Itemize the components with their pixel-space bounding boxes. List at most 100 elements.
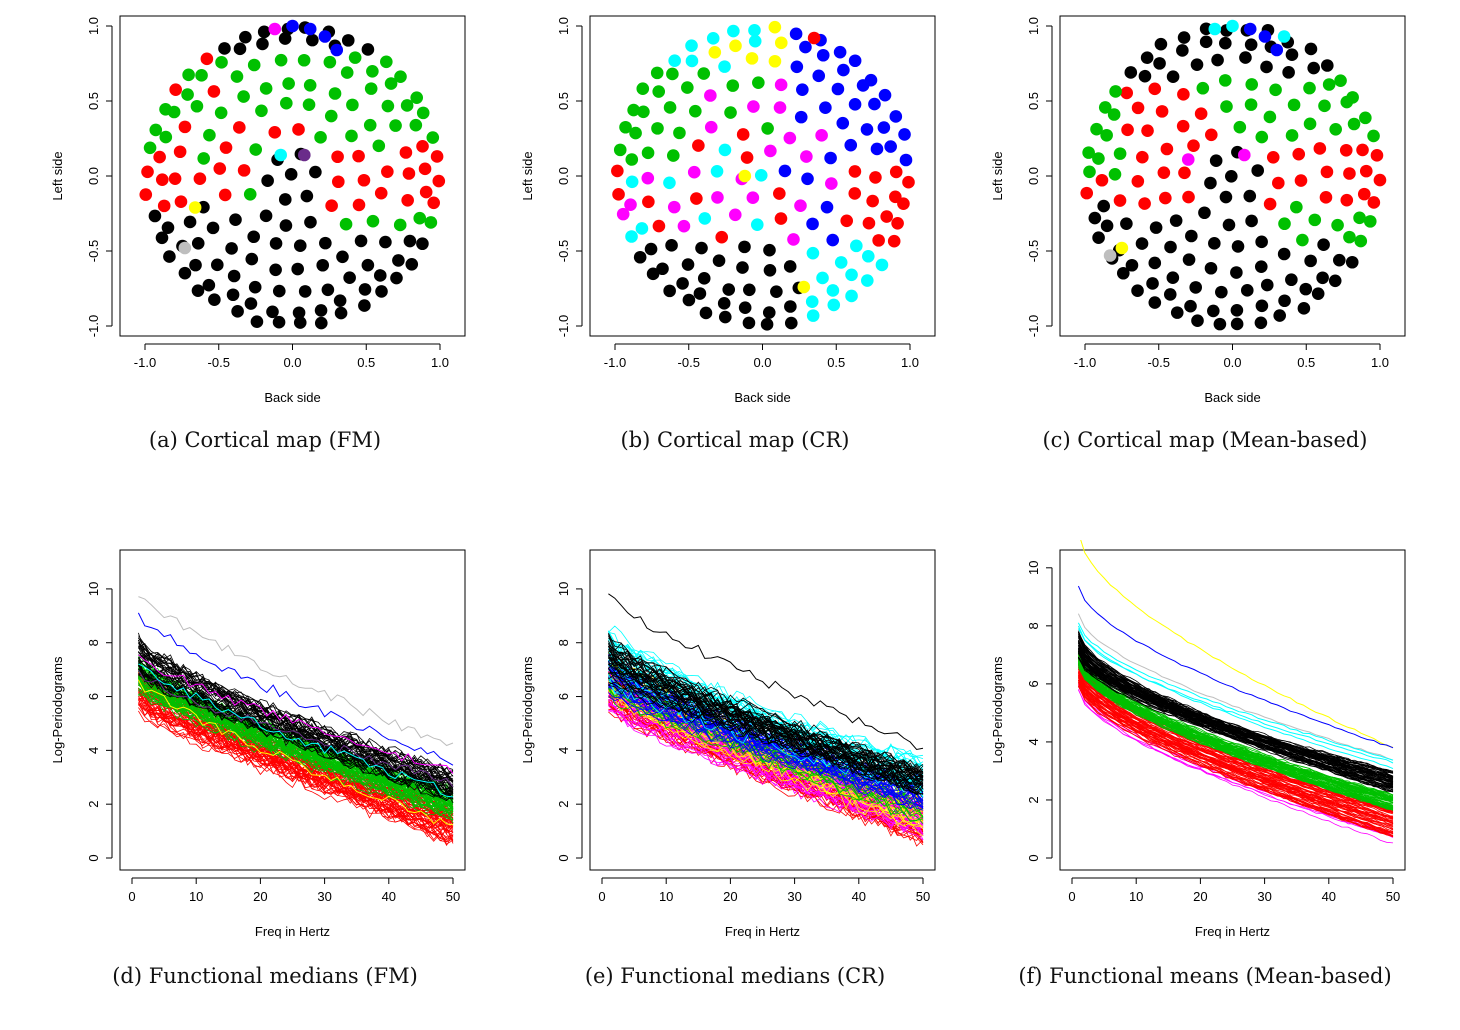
periodogram-line-red	[608, 703, 924, 834]
electrode-point	[1136, 150, 1149, 164]
electrode-point	[247, 230, 260, 244]
electrode-point	[155, 231, 169, 245]
electrode-point	[1245, 78, 1259, 91]
periodogram-line-single	[137, 669, 454, 788]
electrode-point	[663, 176, 676, 190]
electrode-point	[722, 283, 736, 296]
electrode-point	[1353, 211, 1366, 225]
electrode-point	[399, 146, 413, 159]
electrode-point	[1204, 176, 1217, 190]
electrode-point	[897, 197, 910, 210]
highlighted-electrode-point	[1208, 22, 1222, 36]
electrode-point	[870, 142, 884, 156]
periodogram-line-black	[608, 657, 924, 787]
electrode-point	[752, 76, 765, 89]
electrode-point	[710, 164, 724, 178]
electrode-point	[358, 283, 372, 296]
periodogram-line-magenta	[1078, 684, 1394, 844]
electrode-point	[685, 39, 698, 52]
x-tick-label: -1.0	[1074, 355, 1096, 370]
electrode-point	[331, 175, 345, 189]
y-axis-label: Left side	[520, 151, 535, 200]
electrode-point	[635, 222, 649, 235]
electrode-point	[1260, 278, 1274, 292]
electrode-point	[1224, 169, 1238, 183]
electrode-point	[787, 233, 800, 246]
electrode-point	[1189, 281, 1203, 294]
electrode-point	[1211, 53, 1224, 67]
highlighted-electrode-point	[298, 148, 311, 162]
electrode-point	[352, 198, 366, 212]
electrode-point	[259, 82, 273, 95]
caption-c: (c) Cortical map (Mean-based)	[1042, 428, 1368, 452]
electrode-point	[1308, 213, 1322, 227]
electrode-point	[1254, 260, 1268, 273]
y-tick-label: 0	[1026, 854, 1041, 861]
x-tick-label: 50	[446, 889, 460, 904]
chart-b: -1.0 -0.5 0.0 0.5 1.0 -1.0 -0.5 0.0 0.5 1.0 Back s…	[520, 15, 936, 405]
x-tick-label: 30	[1257, 889, 1271, 904]
y-tick-label: 0.0	[86, 167, 101, 185]
electrode-point	[889, 165, 903, 179]
periodogram-line-magenta	[608, 687, 924, 833]
electrode-point	[331, 150, 344, 164]
electrode-point	[410, 91, 424, 104]
y-tick-label: 4	[86, 747, 101, 754]
electrode-point	[225, 242, 238, 255]
y-tick-label: 10	[556, 582, 571, 596]
electrode-point	[889, 110, 903, 123]
electrode-point	[1125, 258, 1139, 272]
electrode-point	[416, 106, 430, 120]
electrode-point	[233, 42, 247, 56]
electrode-point	[1230, 317, 1244, 331]
electrode-point	[1273, 309, 1286, 322]
electrode-point	[153, 150, 166, 164]
periodogram-line-black	[608, 655, 924, 773]
electrode-point	[625, 153, 639, 166]
electrode-point	[773, 187, 786, 200]
electrode-point	[202, 278, 216, 292]
electrode-point	[1220, 100, 1233, 113]
electrode-point	[1245, 214, 1258, 228]
electrode-point	[1263, 110, 1277, 124]
electrode-point	[1092, 152, 1105, 165]
periodogram-line-magenta	[608, 704, 924, 840]
x-tick-label: 50	[1386, 889, 1400, 904]
electrode-point	[1255, 235, 1268, 249]
x-tick-label: 30	[317, 889, 331, 904]
electrode-point	[1098, 101, 1112, 114]
electrode-point	[663, 284, 676, 298]
electrode-point	[799, 40, 812, 54]
x-tick-label: 10	[659, 889, 673, 904]
electrode-point	[877, 121, 891, 134]
electrode-point	[898, 128, 911, 141]
periodogram-line-black	[1078, 636, 1394, 792]
highlighted-electrode-point	[797, 280, 811, 294]
highlighted-electrode-point	[188, 201, 202, 214]
electrode-point	[724, 106, 737, 119]
electrode-point	[864, 73, 878, 87]
electrode-point	[419, 185, 433, 199]
electrode-point	[215, 56, 228, 69]
periodogram-line-black	[1078, 642, 1394, 788]
electrode-point	[430, 150, 444, 163]
periodogram-line-magenta	[1078, 689, 1394, 837]
periodogram-line-green	[608, 685, 924, 817]
x-tick-label: 0.0	[753, 355, 771, 370]
periodogram-line-red	[138, 694, 454, 817]
electrode-point	[237, 90, 250, 103]
electrode-point	[794, 199, 807, 212]
electrode-point	[400, 99, 414, 112]
periodogram-line-black	[608, 637, 924, 777]
electrode-point	[432, 174, 446, 188]
electrode-point	[1090, 122, 1103, 136]
periodogram-line-red	[1078, 668, 1394, 838]
periodogram-line-black	[138, 651, 454, 789]
electrode-point	[1318, 99, 1331, 113]
electrode-point	[801, 172, 814, 186]
periodogram-line-red	[1078, 665, 1394, 819]
panel-a: -1.0 -0.5 0.0 0.5 1.0 -1.0 -0.5 0.0 0.5 1.0 Back s…	[30, 6, 500, 496]
electrode-point	[1255, 299, 1269, 313]
highlighted-electrode-point	[1270, 43, 1284, 57]
electrode-point	[1333, 253, 1346, 267]
